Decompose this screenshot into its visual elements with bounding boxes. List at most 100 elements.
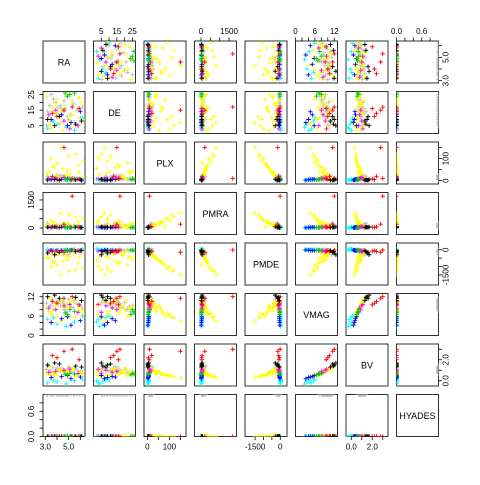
point-yellow-20-de-vs-pmde — [256, 114, 260, 118]
point-yellow-22-de-vs-ra — [77, 96, 81, 100]
point-red-2-bv-vs-plx — [147, 347, 151, 351]
point-cyan-1-bv-vs-vmag — [305, 380, 309, 384]
point-red-4-bv-vs-ra — [77, 358, 81, 362]
point-red-1-pmra-vs-bv — [378, 222, 382, 226]
point-yellow-12-plx-vs-ra — [76, 163, 80, 167]
point-yellow-13-ra-vs-pmde — [271, 77, 275, 81]
panel-pmra-vs-hyades — [397, 193, 439, 235]
point-red-2-ra-vs-vmag — [332, 52, 336, 56]
point-yellow-22-ra-vs-plx — [154, 45, 158, 49]
point-yellow-7-vmag-vs-plx — [167, 312, 171, 316]
tick-label-right-bv-2: 2.0 — [442, 354, 451, 366]
point-cyan-4-ra-vs-bv — [346, 57, 350, 61]
point-yellow-7-de-vs-pmde — [261, 127, 265, 131]
panel-de-vs-bv — [346, 92, 388, 134]
point-yellow-7-de-vs-vmag — [314, 127, 318, 131]
point-cyan-4-bv-vs-ra — [64, 382, 68, 386]
tick-label-top-de-4: 25 — [128, 27, 137, 36]
point-yellow-2-de-vs-plx — [172, 124, 176, 128]
point-red-3-bv-vs-de — [108, 355, 112, 359]
panel-hyades-vs-pmra — [195, 395, 237, 437]
panel-hyades-vs-de — [94, 395, 136, 437]
point-magenta-1-vmag-vs-de — [104, 304, 108, 308]
point-red-1-pmde-vs-plx — [178, 250, 182, 254]
point-yellow-22-ra-vs-pmde — [271, 45, 275, 49]
point-yellow-20-de-vs-pmra — [212, 114, 216, 118]
variable-label-bv: BV — [361, 361, 373, 371]
point-yellow-4-de-vs-plx — [158, 110, 162, 114]
tick-label-left-vmag-0: 0 — [27, 333, 36, 338]
point-yellow-2-de-vs-pmde — [258, 124, 262, 128]
point-red-2-pmra-vs-vmag — [332, 194, 336, 198]
point-yellow-10-vmag-vs-plx — [178, 319, 182, 323]
point-red-0-bv-vs-ra — [50, 353, 54, 357]
point-red-3-de-vs-bv — [372, 114, 376, 118]
point-yellow-10-plx-vs-pmde — [253, 145, 257, 149]
point-yellow-10-plx-vs-de — [102, 145, 106, 149]
variable-label-de: DE — [108, 108, 121, 118]
point-cyan-0-bv-vs-ra — [45, 381, 49, 385]
point-black-4-ra-vs-bv — [363, 42, 367, 46]
point-yellow-14-ra-vs-plx — [157, 61, 161, 65]
point-gray-24-hyades-vs-ra — [80, 392, 84, 396]
point-cyan-2-vmag-vs-ra — [72, 320, 76, 324]
point-yellow-20-pmra-vs-ra — [66, 213, 70, 217]
point-blue-2-bv-vs-ra — [69, 376, 73, 380]
point-red-1-plx-vs-pmra — [203, 145, 207, 149]
point-black-1-ra-vs-vmag — [330, 64, 334, 68]
point-red-3-pmde-vs-bv — [372, 248, 376, 252]
point-yellow-1-de-vs-pmde — [263, 97, 267, 101]
point-black-3-bv-vs-plx — [146, 361, 150, 365]
panel-hyades-vs-ra — [43, 395, 85, 437]
point-red-2-pmra-vs-pmde — [278, 194, 282, 198]
tick-label-bottom-ra-2: 5.0 — [63, 443, 75, 452]
point-yellow-7-ra-vs-pmde — [261, 73, 265, 77]
point-black-3-plx-vs-bv — [367, 177, 371, 181]
point-yellow-7-plx-vs-ra — [49, 156, 53, 160]
point-red-2-ra-vs-bv — [381, 52, 385, 56]
point-yellow-10-de-vs-plx — [178, 120, 182, 124]
point-cyan-2-ra-vs-de — [94, 49, 98, 53]
point-black-3-ra-vs-bv — [367, 69, 371, 73]
tick-label-top-pmra-0: 0 — [199, 27, 204, 36]
point-cyan-4-vmag-vs-bv — [346, 324, 350, 328]
point-yellow-7-de-vs-plx — [167, 127, 171, 131]
point-cyan-4-vmag-vs-ra — [64, 324, 68, 328]
axis-right-ra: 3.05.0 — [439, 46, 451, 87]
point-yellow-10-pmra-vs-ra — [58, 211, 62, 215]
point-gray-25-de-vs-ra — [49, 92, 53, 96]
point-yellow-14-pmde-vs-ra — [61, 258, 65, 262]
point-blue-4-de-vs-bv — [354, 124, 358, 128]
point-red-2-pmra-vs-hyades — [394, 194, 398, 198]
tick-label-right-plx-2: 100 — [442, 151, 451, 165]
point-red-2-pmra-vs-plx — [147, 194, 151, 198]
point-yellow-1-plx-vs-pmra — [200, 161, 204, 165]
point-red-0-de-vs-bv — [374, 111, 378, 115]
point-yellow-10-vmag-vs-pmde — [253, 319, 257, 323]
point-yellow-1-vmag-vs-plx — [163, 314, 167, 318]
point-yellow-9-ra-vs-de — [110, 50, 114, 54]
point-cyan-2-bv-vs-ra — [72, 379, 76, 383]
point-yellow-7-bv-vs-plx — [167, 373, 171, 377]
point-black-0-bv-vs-ra — [45, 363, 49, 367]
point-gray-25-ra-vs-de — [130, 73, 134, 77]
point-cyan-0-ra-vs-vmag — [309, 76, 313, 80]
point-yellow-1-pmde-vs-ra — [55, 263, 59, 267]
point-yellow-14-ra-vs-pmde — [267, 61, 271, 65]
point-cyan-4-vmag-vs-de — [98, 324, 102, 328]
tick-label-left-de-0: 5 — [27, 123, 36, 128]
point-yellow-20-plx-vs-ra — [66, 154, 70, 158]
point-red-2-plx-vs-bv — [381, 176, 385, 180]
point-yellow-10-de-vs-pmde — [253, 120, 257, 124]
point-cyan-3-ra-vs-bv — [350, 41, 354, 45]
point-black-1-ra-vs-bv — [366, 64, 370, 68]
point-red-2-bv-vs-hyades — [394, 347, 398, 351]
variable-label-vmag: VMAG — [303, 310, 330, 320]
point-red-1-plx-vs-bv — [378, 145, 382, 149]
point-yellow-0-pmde-vs-ra — [47, 256, 51, 260]
point-black-4-ra-vs-vmag — [328, 42, 332, 46]
point-gray-21-vmag-vs-ra — [44, 301, 48, 305]
point-red-1-plx-vs-hyades — [394, 145, 398, 149]
point-black-3-hyades-vs-bv — [367, 434, 371, 438]
point-yellow-1-ra-vs-plx — [163, 67, 167, 71]
